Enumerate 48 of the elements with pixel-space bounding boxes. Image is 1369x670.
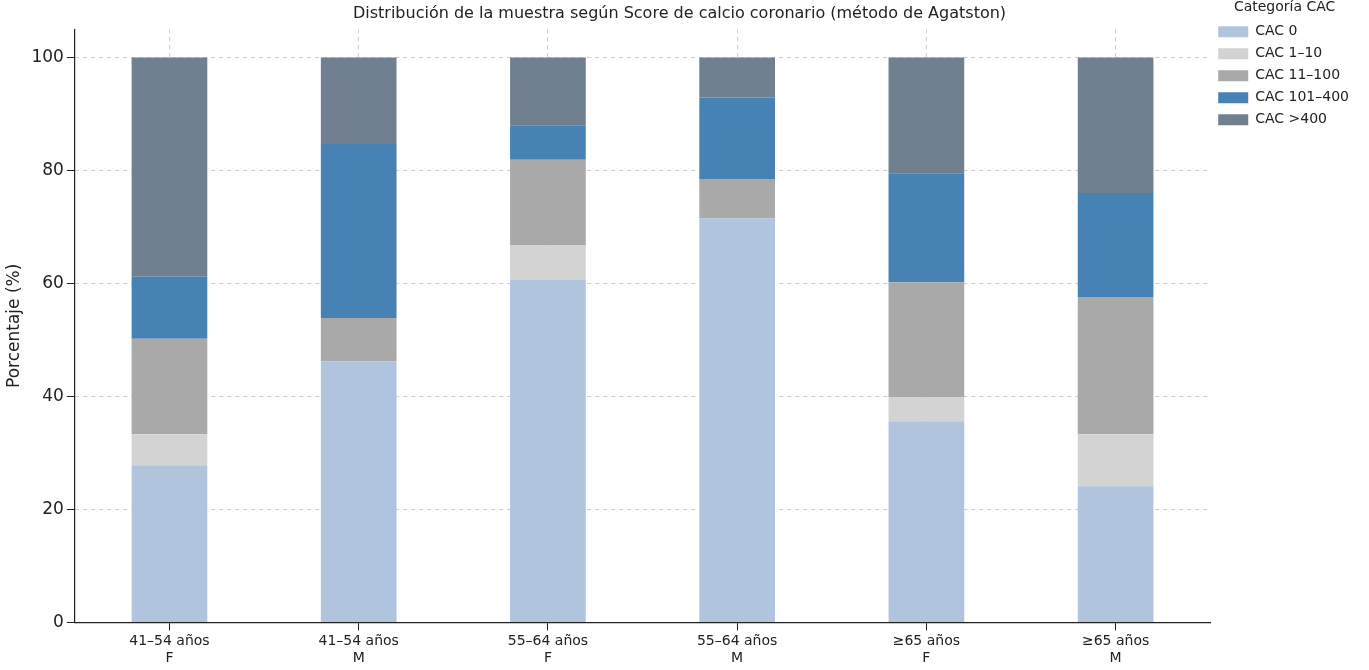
- bar: [888, 421, 965, 622]
- bar: [699, 178, 775, 219]
- bar: [320, 317, 397, 362]
- bar: [320, 57, 397, 144]
- bar: [1077, 296, 1154, 435]
- bar: [510, 245, 586, 281]
- bar: [510, 125, 586, 160]
- bar: [131, 338, 208, 435]
- x-tick-label: ≥65 años M: [1081, 632, 1150, 666]
- bar: [1077, 434, 1154, 487]
- bar: [699, 57, 775, 98]
- bar: [320, 143, 397, 318]
- bar: [699, 97, 775, 179]
- legend-label: CAC >400: [1255, 110, 1328, 127]
- bar: [888, 173, 965, 283]
- bar: [888, 397, 965, 422]
- y-tick-label: 80: [42, 158, 64, 179]
- x-tick-label: ≥65 años F: [892, 632, 961, 666]
- legend-title: Categoría CAC: [1233, 0, 1336, 14]
- x-tick-label: 55–64 años F: [507, 632, 589, 666]
- bar: [1077, 193, 1154, 297]
- x-tick-label: 41–54 años F: [129, 632, 210, 666]
- bar: [320, 361, 397, 622]
- legend-label: CAC 0: [1255, 22, 1298, 39]
- x-tick-label: 41–54 años M: [318, 632, 399, 666]
- legend-label: CAC 11–100: [1255, 66, 1341, 83]
- bar: [131, 57, 208, 277]
- bar: [888, 282, 965, 398]
- bar: [1077, 57, 1154, 194]
- bar: [131, 465, 208, 622]
- y-tick-label: 40: [42, 384, 64, 405]
- y-axis-title: Porcentaje (%): [2, 263, 23, 388]
- bar: [888, 57, 965, 174]
- legend-label: CAC 101–400: [1255, 88, 1350, 105]
- y-tick-label: 20: [42, 497, 64, 518]
- y-tick-label: 0: [53, 610, 64, 631]
- bar: [510, 57, 586, 126]
- bar: [699, 218, 775, 622]
- bar: [131, 276, 208, 339]
- y-tick-label: 60: [42, 271, 64, 292]
- legend-label: CAC 1–10: [1255, 44, 1323, 61]
- bar: [131, 434, 208, 466]
- chart-title: Distribución de la muestra según Score de calcio coronario (método de Agatston): [352, 2, 1007, 22]
- y-tick-label: 100: [31, 45, 64, 66]
- bar: [1077, 486, 1154, 622]
- x-tick-label: 55–64 años M: [696, 632, 778, 666]
- bar: [510, 159, 586, 246]
- bar: [510, 280, 586, 622]
